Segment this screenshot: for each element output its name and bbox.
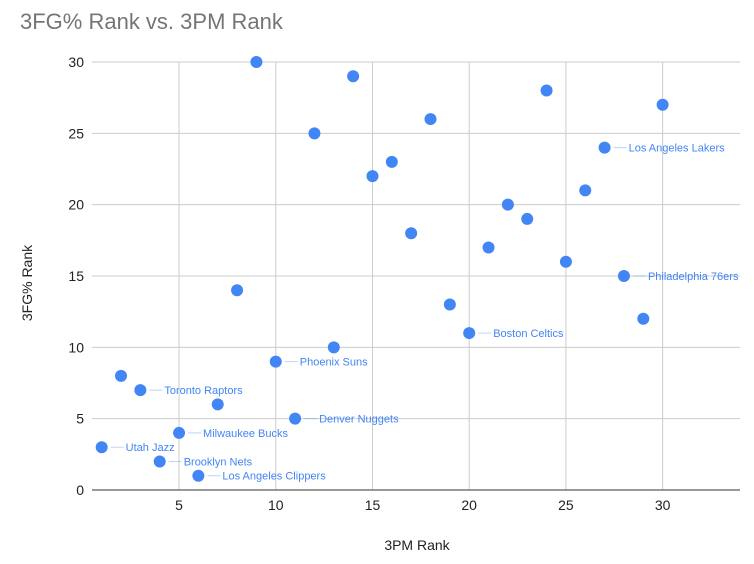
y-axis-title: 3FG% Rank — [19, 244, 35, 321]
y-tick-label: 15 — [68, 268, 84, 284]
data-label: Los Angeles Clippers — [222, 471, 326, 483]
y-tick-label: 5 — [76, 411, 84, 427]
data-point — [347, 70, 360, 83]
data-label: Toronto Raptors — [164, 385, 243, 397]
point-labels: Utah Jazz Toronto Raptors Brooklyn Nets Mil… — [126, 143, 739, 483]
data-point — [115, 369, 128, 382]
data-label: Denver Nuggets — [319, 414, 399, 426]
x-tick-label: 10 — [268, 497, 284, 513]
data-point — [173, 426, 186, 439]
data-point — [366, 170, 379, 183]
data-point — [327, 341, 340, 354]
chart-title: 3FG% Rank vs. 3PM Rank — [20, 9, 284, 34]
data-point — [134, 384, 147, 397]
data-point — [192, 469, 205, 482]
y-tick-label: 20 — [68, 197, 84, 213]
data-point — [501, 198, 514, 211]
data-point — [443, 298, 456, 311]
data-point — [95, 441, 108, 454]
data-point — [617, 270, 630, 282]
data-label: Los Angeles Lakers — [629, 143, 726, 155]
y-tick-label: 30 — [68, 54, 84, 70]
y-tick-label: 10 — [68, 339, 84, 355]
data-point — [211, 398, 224, 411]
data-point — [637, 312, 650, 325]
x-tick-label: 5 — [175, 497, 183, 513]
x-tick-label: 30 — [655, 497, 671, 513]
data-point — [656, 98, 669, 111]
data-point — [482, 241, 495, 254]
data-point — [559, 255, 572, 268]
data-label: Boston Celtics — [493, 328, 564, 340]
data-label: Utah Jazz — [126, 442, 175, 454]
data-point — [424, 113, 437, 126]
data-point — [598, 141, 611, 154]
data-points — [95, 56, 669, 482]
data-point — [463, 327, 476, 340]
y-tick-label: 25 — [68, 125, 84, 141]
data-point — [153, 455, 166, 468]
data-point — [250, 56, 263, 68]
data-label: Phoenix Suns — [300, 357, 368, 369]
data-point — [405, 227, 418, 240]
data-point — [269, 355, 282, 368]
tick-labels: 0 5 10 15 20 25 30 5 10 15 20 25 30 — [68, 54, 670, 513]
data-label: Milwaukee Bucks — [203, 428, 288, 440]
x-tick-label: 20 — [461, 497, 477, 513]
data-label: Philadelphia 76ers — [648, 271, 739, 283]
x-tick-label: 15 — [365, 497, 381, 513]
gridlines — [92, 61, 740, 490]
data-label: Brooklyn Nets — [184, 456, 253, 468]
x-tick-label: 25 — [558, 497, 574, 513]
data-point — [308, 127, 321, 140]
y-tick-label: 0 — [76, 482, 84, 498]
label-leaders — [110, 147, 646, 477]
data-point — [521, 212, 534, 225]
x-axis-title: 3PM Rank — [384, 537, 450, 553]
data-point — [540, 84, 553, 97]
data-point — [231, 284, 244, 297]
data-point — [385, 155, 398, 168]
data-point — [579, 184, 592, 197]
data-point — [289, 412, 302, 425]
